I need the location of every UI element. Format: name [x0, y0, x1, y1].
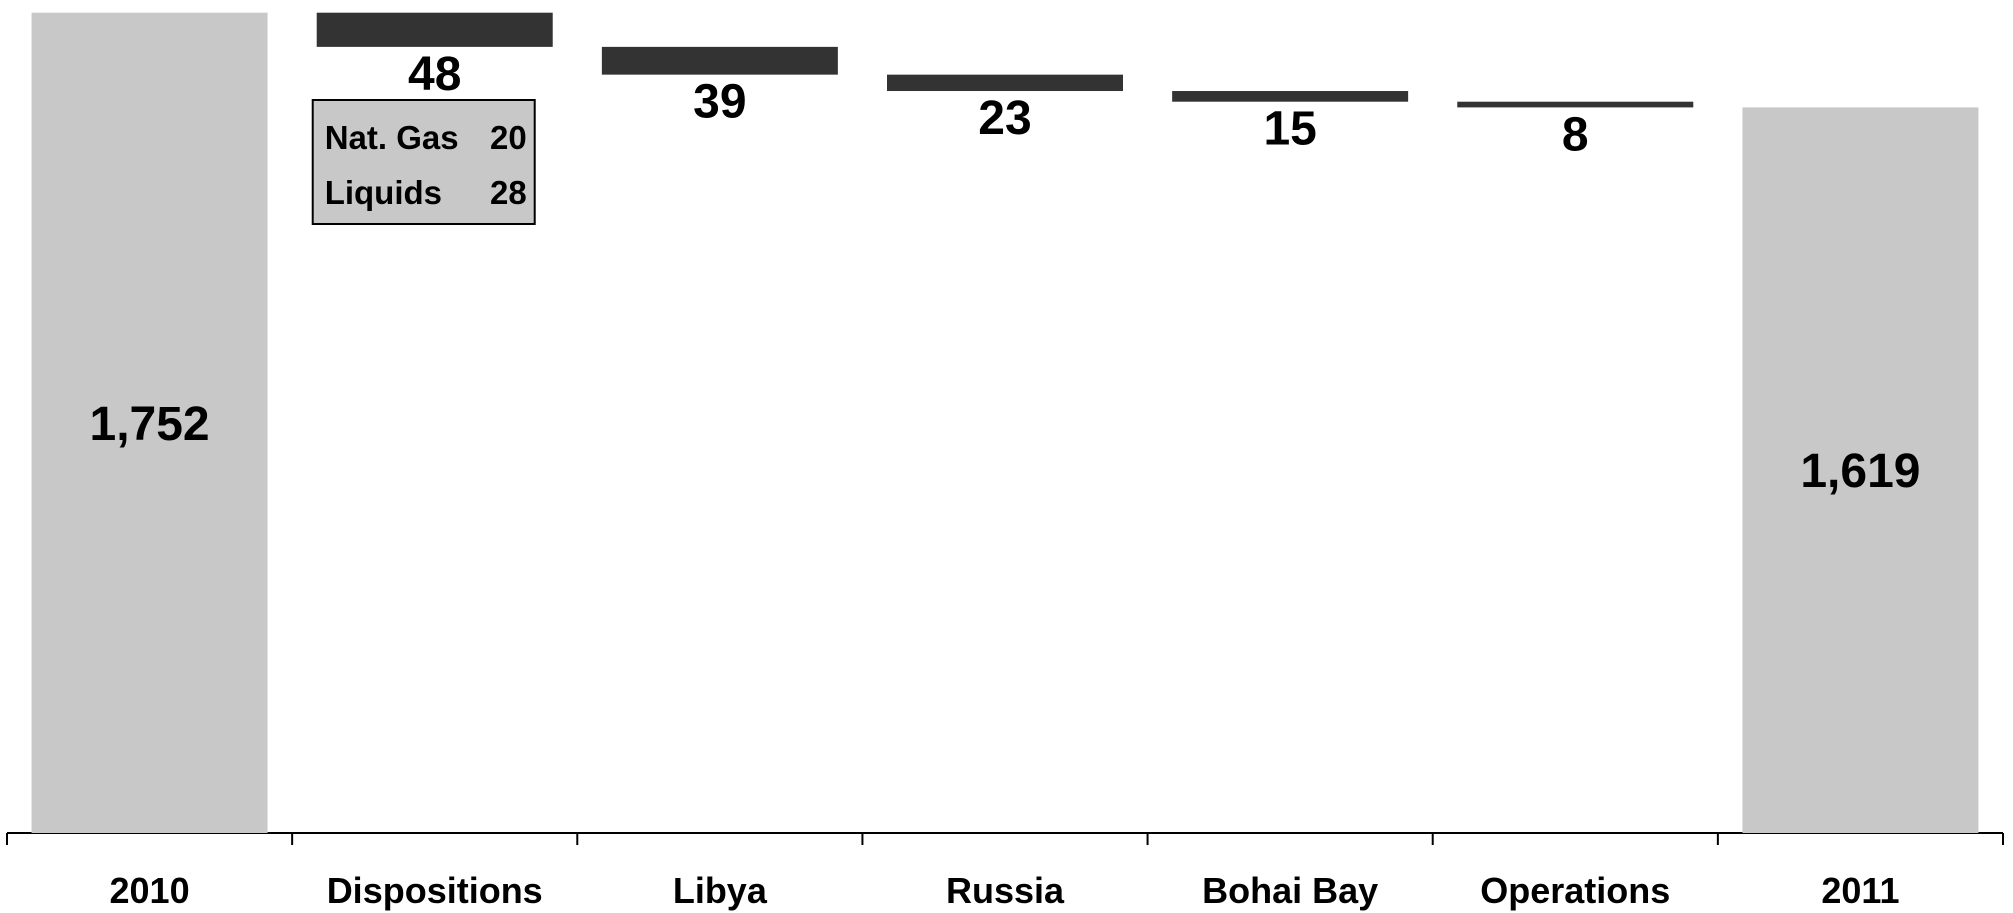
x-tick-label-operations: Operations: [1480, 870, 1670, 911]
bar-operations: [1457, 101, 1694, 108]
bar-value-label-2010: 1,752: [90, 398, 210, 451]
annotation-value-liquids: 28: [490, 174, 527, 211]
bar-value-label-dispositions: 48: [408, 48, 461, 101]
x-tick-label-libya: Libya: [673, 870, 768, 911]
bar-value-label-operations: 8: [1562, 108, 1589, 161]
bar-libya: [601, 46, 838, 75]
annotation-label-nat-gas: Nat. Gas: [325, 119, 459, 156]
x-tick-label-2010: 2010: [110, 870, 190, 911]
bar-value-label-libya: 39: [693, 76, 746, 129]
annotation-label-liquids: Liquids: [325, 174, 442, 211]
x-tick-label-russia: Russia: [946, 870, 1065, 911]
bar-dispositions: [316, 12, 553, 47]
annotation-box: [311, 99, 536, 225]
x-tick-label-bohai-bay: Bohai Bay: [1202, 870, 1378, 911]
bar-russia: [887, 74, 1123, 92]
x-tick-label-2011: 2011: [1821, 870, 1899, 911]
bar-value-label-2011: 1,619: [1800, 445, 1920, 498]
bar-value-label-russia: 23: [978, 92, 1031, 145]
bar-2011: [1742, 107, 1979, 833]
bar-bohai-bay: [1172, 91, 1409, 102]
bar-value-label-bohai-bay: 15: [1263, 103, 1316, 156]
bar-2010: [31, 12, 268, 834]
annotation-value-nat-gas: 20: [490, 119, 527, 156]
x-tick-label-dispositions: Dispositions: [327, 870, 543, 911]
